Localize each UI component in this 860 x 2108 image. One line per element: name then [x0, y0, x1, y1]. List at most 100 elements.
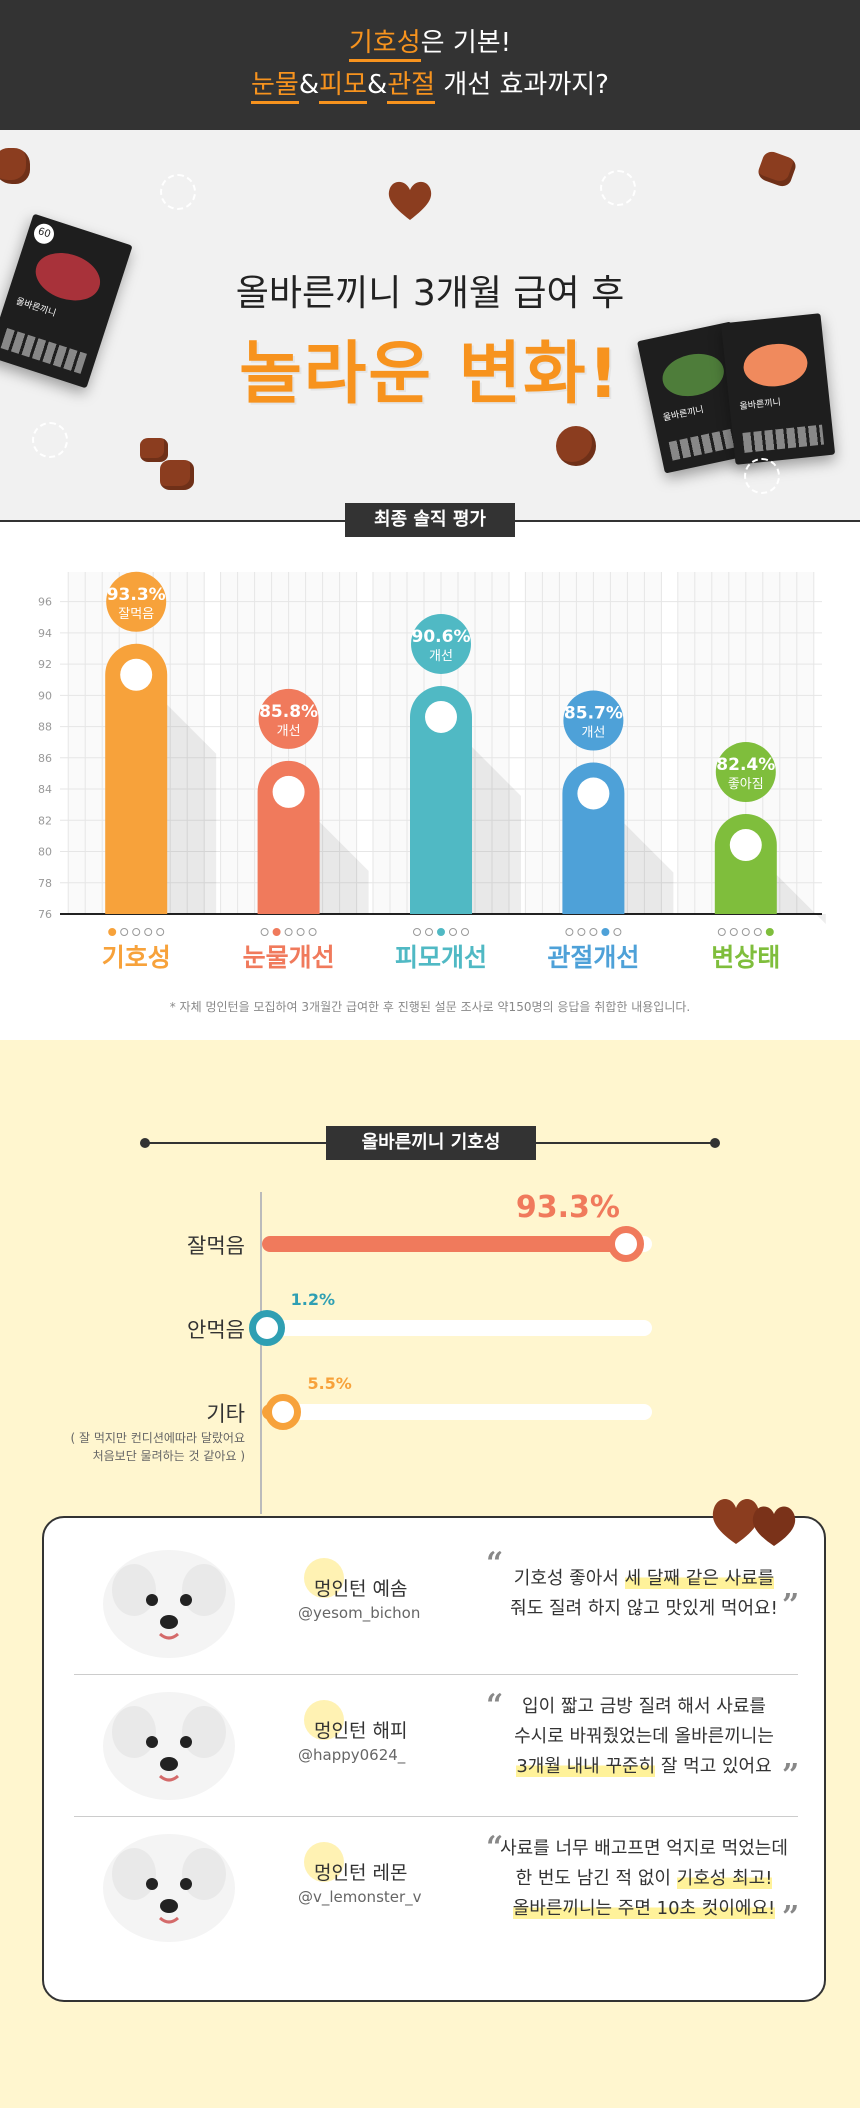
review-line: 3개월 내내 꾸준히 잘 먹고 있어요	[516, 1756, 772, 1777]
kibble-icon	[140, 438, 168, 462]
pager-dot	[437, 928, 445, 936]
bar-percent-label: 93.3%	[515, 1190, 620, 1225]
bar-percent-label: 5.5%	[307, 1374, 352, 1393]
banner-text: 은 기본!	[420, 28, 512, 58]
chart-bar	[105, 643, 168, 914]
review-text: 기호성 좋아서 세 달째 같은 사료를 줘도 질려 하지 않고 맛있게 먹어요!	[484, 1564, 804, 1624]
sparkle-decoration	[160, 174, 196, 210]
bar-knob	[248, 1310, 285, 1346]
bar-row-label: 안먹음	[187, 1318, 245, 1342]
y-tick-label: 86	[38, 752, 52, 765]
sparkle-decoration	[32, 422, 68, 458]
bag-count-badge: 60	[31, 221, 57, 247]
pager-dot	[717, 928, 726, 936]
review-highlight: 세 달째 같은 사료를	[624, 1568, 775, 1589]
y-tick-label: 84	[38, 783, 52, 796]
pager-dot	[765, 928, 774, 936]
dot-decoration	[140, 1138, 150, 1148]
reviewer-handle: @yesom_bichon	[298, 1604, 421, 1622]
value-label: 85.7%	[564, 703, 623, 723]
hero-headline-big: 놀라운 변화!	[239, 335, 621, 414]
pager-dot	[589, 928, 598, 936]
review-row: 멍인턴 레몬 @v_lemonster_v “ ” 사료를 너무 배고프면 억지로 먹었…	[74, 1816, 800, 1958]
pager-dot	[565, 928, 574, 936]
value-label: 85.8%	[259, 702, 318, 722]
value-bubble	[258, 688, 319, 749]
kibble-icon	[160, 460, 194, 490]
title-line	[146, 1142, 326, 1144]
pager-dot	[753, 928, 762, 936]
kibble-icon	[755, 149, 799, 189]
value-label: 93.3%	[107, 585, 166, 605]
review-line: 기호성 좋아서 세 달째 같은 사료를	[513, 1568, 775, 1589]
name-highlight-blob	[304, 1558, 344, 1598]
close-quote-icon: ”	[782, 1758, 800, 1793]
bar-knob	[425, 700, 457, 733]
reviewer-handle: @v_lemonster_v	[298, 1888, 422, 1906]
y-tick-label: 80	[38, 846, 52, 859]
name-highlight-blob	[304, 1700, 344, 1740]
bar-track	[262, 1404, 652, 1420]
banner-amp: &	[366, 70, 388, 100]
pager-dot	[284, 928, 293, 936]
dog-photo	[103, 1550, 235, 1658]
bar-row-label: 기타	[206, 1402, 245, 1426]
other-note-2: 처음보단 물려하는 것 같아요 )	[92, 1449, 245, 1463]
bar-percent-label: 1.2%	[290, 1290, 336, 1309]
dog-photo	[103, 1834, 235, 1942]
bar-knob	[265, 1394, 302, 1430]
banner-line-1: 기호성은 기본!	[0, 22, 860, 62]
value-sublabel: 개선	[429, 649, 453, 664]
dog-photo	[103, 1692, 235, 1800]
banner-highlight-joint: 관절	[387, 70, 436, 104]
hero-headline: 올바른끼니 3개월 급여 후	[235, 273, 625, 314]
pager-dot	[425, 928, 433, 936]
category-label: 관절개선	[547, 943, 639, 972]
bar-row-label: 잘먹음	[187, 1234, 245, 1258]
open-quote-icon: “	[486, 1688, 504, 1723]
pager-dot	[156, 928, 165, 936]
kibble-icon	[556, 426, 596, 466]
value-bubble	[411, 613, 471, 674]
value-sublabel: 개선	[581, 725, 605, 740]
reviews-card: 멍인턴 예솜 @yesom_bichon “” 기호성 좋아서 세 달째 같은 사료를…	[42, 1516, 826, 2002]
kibble-icon	[0, 148, 30, 184]
y-tick-label: 78	[38, 877, 52, 890]
y-tick-label: 94	[38, 627, 52, 640]
review-line: 수시로 바꿔줬었는데 올바른끼니는	[514, 1726, 774, 1747]
open-quote-icon: “	[486, 1830, 504, 1865]
pager-dot	[449, 928, 457, 936]
close-quote-icon: ”	[782, 1588, 800, 1623]
pager-dot	[272, 928, 281, 936]
banner-highlight-coat: 피모	[319, 70, 367, 104]
pager-dot	[413, 928, 421, 936]
chart-bar	[714, 814, 777, 914]
category-label: 피모개선	[395, 943, 487, 972]
dot-decoration	[710, 1138, 720, 1148]
review-row: 멍인턴 예솜 @yesom_bichon “ ” 기호성 좋아서 세 달째 같은 사료를…	[74, 1532, 800, 1674]
bar-knob	[120, 658, 153, 691]
reviewer-name: 멍인턴 예솜	[314, 1578, 408, 1600]
pager-dot	[577, 928, 586, 936]
pager-dot	[613, 928, 622, 936]
review-text: 입이 짧고 금방 질려 해서 사료를 수시로 바꿔줬었는데 올바른끼니는 3개월 내…	[484, 1692, 804, 1782]
section-label: 최종 솔직 평가	[345, 503, 515, 537]
value-sublabel: 잘먹음	[118, 607, 154, 622]
pager-dot	[601, 928, 610, 936]
y-tick-label: 88	[38, 721, 52, 734]
pager-dot	[296, 928, 305, 936]
banner-line-2: 눈물&피모&관절 개선 효과까지?	[0, 64, 860, 104]
top-banner: 기호성은 기본! 눈물&피모&관절 개선 효과까지?	[0, 0, 860, 130]
preference-section: 올바른끼니 기호성 잘먹음 93.3% 안먹음 1.2% 기타 5.5% ( 잘 먹지만 …	[0, 1040, 860, 2108]
chart-bar	[410, 685, 472, 914]
pref-title: 올바른끼니 기호성	[326, 1126, 536, 1160]
banner-highlight-taste: 기호성	[348, 28, 421, 62]
close-quote-icon: ”	[782, 1900, 800, 1935]
review-text: 사료를 너무 배고프면 억지로 먹었는데 한 번도 남긴 적 없이 기호성 최고!…	[484, 1834, 804, 1924]
y-tick-label: 76	[38, 908, 52, 921]
bar-knob	[272, 775, 305, 808]
value-bubble	[563, 690, 624, 751]
reviewer-name: 멍인턴 레몬	[314, 1862, 408, 1884]
sparkle-decoration	[744, 458, 780, 494]
review-line: 올바른끼니는 주면 10초 컷이에요!	[484, 1894, 804, 1924]
